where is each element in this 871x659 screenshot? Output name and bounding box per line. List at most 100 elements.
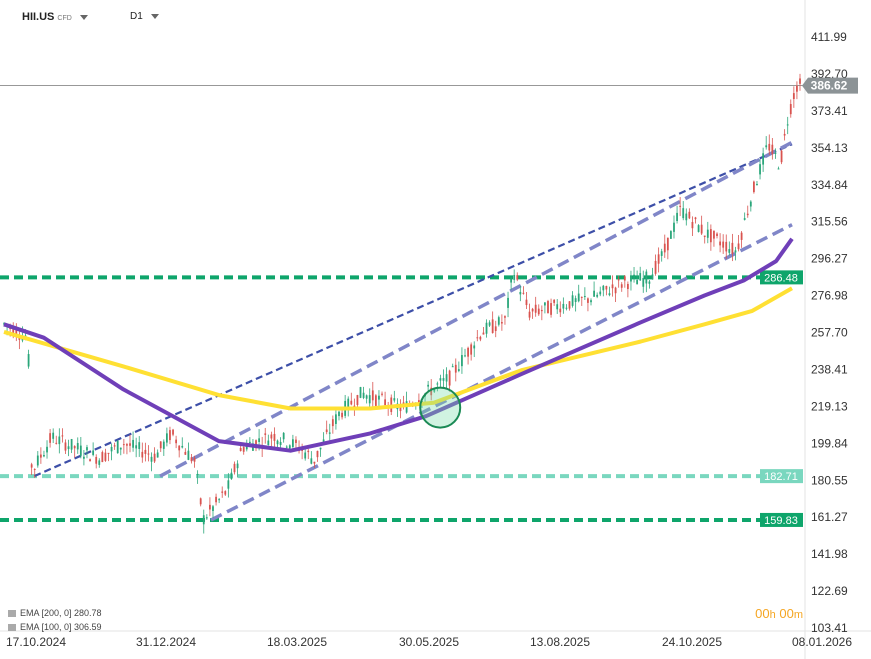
candle-body — [519, 291, 522, 295]
candle-body — [79, 445, 82, 456]
candle-body — [356, 395, 359, 405]
candle-body — [743, 218, 746, 220]
candle-body — [780, 150, 783, 163]
legend-ema-200[interactable]: EMA [200, 0] 280.78 — [8, 608, 102, 618]
candle-body — [285, 446, 288, 448]
level-price-label: 286.48 — [764, 272, 798, 284]
candle-body — [691, 221, 694, 229]
candle-body — [33, 469, 36, 471]
candle-body — [547, 301, 549, 314]
candle-body — [365, 395, 368, 399]
candle-body — [719, 241, 721, 246]
candle-body — [799, 78, 801, 84]
ema-100-line — [3, 237, 794, 453]
chevron-down-icon[interactable] — [79, 14, 88, 20]
candle-body — [451, 366, 454, 368]
candle-body — [178, 445, 181, 451]
candle-body — [307, 450, 310, 453]
symbol-name: HII.US — [22, 11, 55, 23]
legend-ema-100[interactable]: EMA [100, 0] 306.59 — [8, 622, 102, 632]
candle-body — [482, 332, 485, 335]
candle-body — [282, 432, 285, 440]
candle-body — [190, 457, 193, 462]
candle-body — [215, 496, 217, 503]
x-tick-label: 24.10.2025 — [662, 635, 722, 649]
candle-body — [187, 450, 190, 460]
candle-body — [746, 213, 749, 216]
candle-body — [126, 444, 128, 446]
candle-body — [574, 298, 577, 303]
candle-body — [49, 433, 52, 443]
candle-body — [583, 296, 586, 298]
candle-body — [544, 302, 546, 306]
candle-body — [76, 443, 79, 450]
candle-body — [138, 442, 141, 449]
chevron-down-icon[interactable] — [150, 13, 159, 19]
candle-body — [399, 407, 402, 412]
candle-body — [587, 298, 589, 303]
candle-body — [362, 392, 365, 398]
candle-body — [556, 304, 559, 310]
candle-body — [485, 322, 488, 334]
candle-body — [737, 243, 740, 250]
candle-body — [101, 452, 104, 463]
symbol-title[interactable]: HII.US CFD — [22, 11, 88, 23]
candle-body — [218, 499, 221, 501]
candle-body — [30, 464, 33, 468]
candle-body — [150, 456, 153, 462]
y-tick-label: 199.84 — [811, 436, 848, 450]
candle-body — [457, 369, 460, 371]
candle-body — [771, 144, 774, 155]
timeframe-selector[interactable]: D1 — [130, 11, 159, 22]
candle-body — [789, 104, 792, 115]
candle-body — [599, 291, 602, 295]
candle-body — [233, 463, 236, 473]
candle-body — [602, 285, 605, 291]
candle-body — [626, 283, 629, 290]
candle-body — [381, 393, 383, 395]
y-tick-label: 122.69 — [811, 584, 848, 598]
candle-body — [648, 281, 651, 284]
candle-body — [765, 145, 768, 148]
legend-ema-200-label: EMA [200, 0] 280.78 — [20, 608, 102, 618]
candle-body — [608, 293, 611, 296]
indicator-settings-icon[interactable] — [8, 610, 16, 618]
candle-body — [313, 461, 316, 464]
candle-body — [368, 395, 371, 404]
candle-body — [654, 260, 657, 274]
candle-body — [728, 249, 731, 253]
candle-body — [83, 456, 85, 459]
candle-body — [445, 374, 448, 382]
candle-body — [534, 304, 537, 313]
candle-body — [144, 449, 147, 454]
candle-body — [448, 370, 451, 386]
candle-body — [224, 491, 227, 495]
indicator-settings-icon[interactable] — [8, 624, 16, 632]
candle-body — [98, 460, 101, 465]
candle-body — [64, 442, 67, 451]
y-tick-label: 103.41 — [811, 621, 848, 635]
candle-body — [792, 93, 795, 100]
candle-body — [559, 308, 562, 313]
y-tick-label: 141.98 — [811, 547, 848, 561]
candle-body — [682, 208, 685, 219]
candle-body — [580, 296, 583, 298]
candle-body — [467, 347, 469, 357]
candle-body — [516, 275, 519, 280]
candle-body — [378, 395, 380, 400]
candle-body — [227, 480, 230, 489]
candle-body — [783, 133, 786, 136]
candle-body — [513, 274, 516, 280]
candle-body — [338, 411, 340, 417]
candle-body — [796, 85, 798, 92]
y-tick-label: 257.70 — [811, 326, 848, 340]
candle-body — [295, 439, 297, 443]
candle-body — [110, 446, 113, 452]
candle-body — [276, 440, 279, 445]
candle-body — [350, 400, 353, 405]
candle-body — [596, 294, 599, 297]
y-tick-label: 219.13 — [811, 399, 848, 413]
candle-body — [147, 453, 150, 455]
candle-body — [129, 443, 131, 446]
